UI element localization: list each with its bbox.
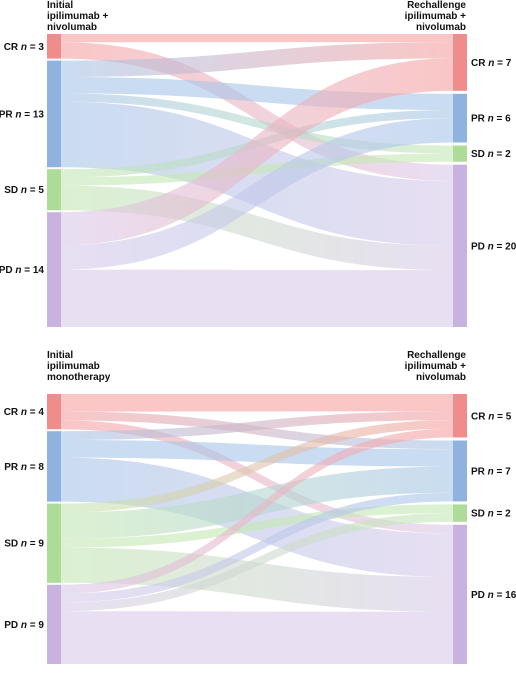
left-column-header: Initial ipilimumab monotherapy — [47, 350, 111, 383]
flow-group — [61, 34, 453, 327]
right-node-pd — [453, 164, 467, 327]
right-column-header: Rechallenge ipilimumab + nivolumab — [405, 350, 467, 383]
flow-sd-to-pr — [61, 466, 453, 539]
left-node-label-pr: PR n = 13 — [0, 109, 44, 120]
right-node-pr — [453, 440, 467, 502]
flow-pd-to-pr — [61, 118, 453, 270]
right-node-label-pd: PD n = 16 — [471, 590, 516, 601]
right-node-label-pr: PR n = 6 — [471, 114, 511, 125]
flow-sd-to-sd — [61, 153, 453, 186]
left-node-cr — [47, 394, 61, 430]
right-node-label-cr: CR n = 7 — [471, 58, 512, 69]
flow-pd-to-cr — [61, 58, 453, 245]
right-node-label-sd: SD n = 2 — [471, 149, 511, 160]
flow-pd-to-cr — [61, 428, 453, 594]
left-node-pr — [47, 431, 61, 502]
flow-pr-to-sd — [61, 93, 453, 154]
flow-cr-to-pr — [61, 411, 453, 450]
left-node-sd — [47, 503, 61, 583]
flow-sd-to-sd — [61, 504, 453, 548]
flow-pr-to-pd — [61, 457, 453, 577]
left-node-label-sd: SD n = 5 — [4, 185, 44, 196]
flow-pr-to-cr — [61, 42, 453, 77]
flow-group — [61, 394, 453, 664]
right-node-pr — [453, 93, 467, 143]
right-node-pd — [453, 524, 467, 664]
flow-pd-to-sd — [61, 513, 453, 612]
right-column-header: Rechallenge ipilimumab + nivolumab — [405, 0, 467, 33]
flow-sd-to-cr — [61, 420, 453, 513]
flow-pd-to-pr — [61, 492, 453, 603]
right-node-label-cr: CR n = 5 — [471, 411, 512, 422]
right-node-label-pd: PD n = 20 — [471, 241, 516, 252]
sankey-panel-top: CR n = 3 PR n = 13 SD n = 5 PD n = 14 CR n =… — [0, 0, 516, 327]
left-node-pd — [47, 584, 61, 664]
left-node-label-cr: CR n = 3 — [4, 42, 45, 53]
flow-pr-to-pr — [61, 440, 453, 467]
flow-pr-to-pd — [61, 101, 453, 246]
left-node-label-sd: SD n = 9 — [4, 539, 44, 550]
flow-pd-to-pd — [61, 269, 453, 327]
flow-sd-to-pd — [61, 547, 453, 612]
flow-pd-to-pd — [61, 611, 453, 664]
right-node-label-pr: PR n = 7 — [471, 466, 511, 477]
left-node-sd — [47, 169, 61, 211]
left-node-pd — [47, 212, 61, 327]
flow-pr-to-cr — [61, 411, 453, 440]
flow-cr-to-pd — [61, 420, 453, 534]
left-column-header: Initial ipilimumab + nivolumab — [47, 0, 109, 33]
right-node-sd — [453, 504, 467, 522]
left-node-label-cr: CR n = 4 — [4, 407, 45, 418]
left-node-label-pr: PR n = 8 — [4, 462, 44, 473]
left-node-label-pd: PD n = 9 — [4, 620, 44, 631]
right-node-sd — [453, 145, 467, 162]
flow-cr-to-cr — [61, 394, 453, 412]
flow-cr-to-cr — [61, 34, 453, 43]
flow-cr-to-pd — [61, 42, 453, 181]
left-node-label-pd: PD n = 14 — [0, 265, 44, 276]
right-node-cr — [453, 34, 467, 91]
sankey-panel-bottom: CR n = 4 PR n = 8 SD n = 9 PD n = 9 CR n = 5… — [4, 350, 516, 664]
left-node-pr — [47, 60, 61, 168]
left-node-cr — [47, 34, 61, 59]
right-node-label-sd: SD n = 2 — [471, 509, 511, 520]
right-node-cr — [453, 394, 467, 438]
